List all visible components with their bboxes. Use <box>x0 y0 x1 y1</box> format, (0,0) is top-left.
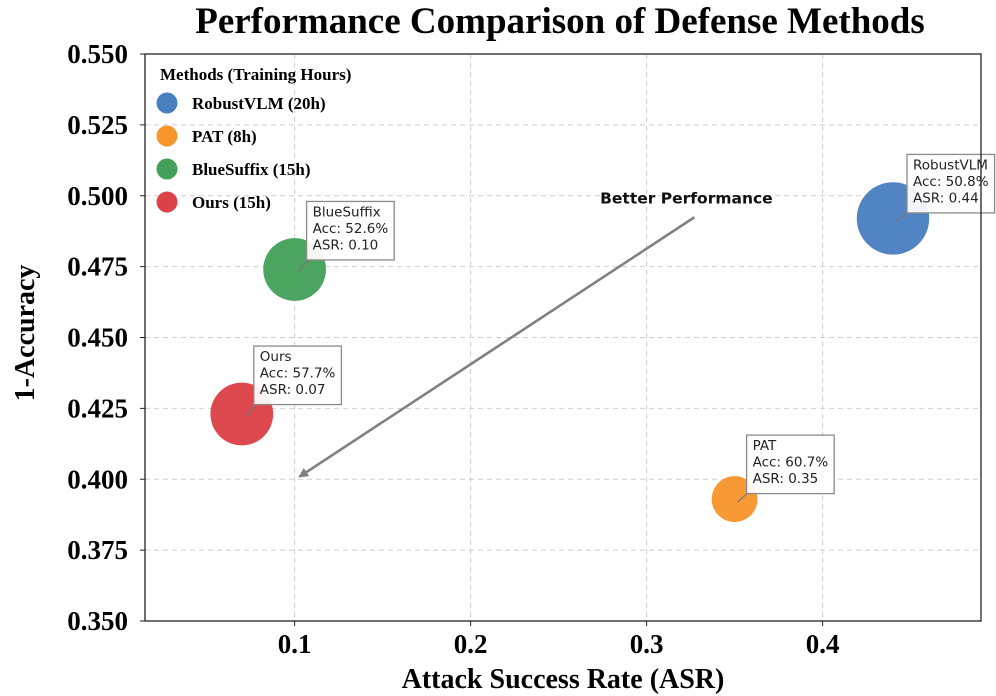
x-tick-label: 0.2 <box>454 629 488 659</box>
chart-title: Performance Comparison of Defense Method… <box>195 1 925 42</box>
annotation-line: BlueSuffix <box>313 204 381 220</box>
legend-marker-bluesuffix <box>156 158 178 180</box>
annotation-line: Acc: 50.8% <box>913 174 989 190</box>
grid <box>145 53 981 622</box>
x-axis-label: Attack Success Rate (ASR) <box>402 664 725 695</box>
annotation-line: Acc: 60.7% <box>753 455 829 471</box>
legend-marker-pat <box>156 125 178 147</box>
legend-label-robustvlm: RobustVLM (20h) <box>192 94 326 113</box>
legend-title: Methods (Training Hours) <box>160 65 351 84</box>
annotation-box <box>745 434 835 495</box>
y-tick-label: 0.500 <box>67 181 128 211</box>
annotation-line: ASR: 0.07 <box>260 382 326 398</box>
annotation-line: ASR: 0.35 <box>753 471 819 487</box>
annotation-box <box>906 153 996 214</box>
x-axis-ticks: 0.1 0.2 0.3 0.4 <box>278 621 840 659</box>
annotation-line: ASR: 0.10 <box>313 237 379 253</box>
annotation-line: RobustVLM <box>913 157 988 173</box>
y-tick-label: 0.450 <box>67 323 128 353</box>
y-tick-label: 0.350 <box>67 606 128 636</box>
better-performance-arrow-line <box>298 216 696 478</box>
annotation-box <box>305 200 395 261</box>
annotation-line: Acc: 52.6% <box>313 221 389 237</box>
annotation-line: Ours <box>260 349 292 365</box>
y-axis-label: 1-Accuracy <box>10 265 41 402</box>
legend-marker-robustvlm <box>156 92 178 114</box>
better-performance-arrow: Better Performance <box>298 189 773 478</box>
y-tick-label: 0.525 <box>67 110 128 140</box>
legend-label-bluesuffix: BlueSuffix (15h) <box>192 160 311 179</box>
annotation-line: ASR: 0.44 <box>913 190 979 206</box>
y-tick-label: 0.400 <box>67 464 128 494</box>
x-tick-label: 0.1 <box>278 629 312 659</box>
legend-label-pat: PAT (8h) <box>192 127 257 146</box>
y-axis-ticks: 0.350 0.375 0.400 0.425 0.450 0.475 0.500 0.525… <box>67 39 145 636</box>
y-tick-label: 0.425 <box>67 393 128 423</box>
annotation-line: Acc: 57.7% <box>260 366 336 382</box>
legend: Methods (Training Hours) RobustVLM (20h)… <box>156 65 351 213</box>
legend-label-ours: Ours (15h) <box>192 193 271 212</box>
x-tick-label: 0.3 <box>630 629 664 659</box>
y-tick-label: 0.550 <box>67 39 128 69</box>
y-tick-label: 0.375 <box>67 535 128 565</box>
annotation-box <box>253 345 343 406</box>
y-tick-label: 0.475 <box>67 252 128 282</box>
legend-marker-ours <box>156 191 178 213</box>
x-tick-label: 0.4 <box>806 629 840 659</box>
better-performance-label: Better Performance <box>600 189 773 207</box>
annotation-line: PAT <box>753 438 777 454</box>
